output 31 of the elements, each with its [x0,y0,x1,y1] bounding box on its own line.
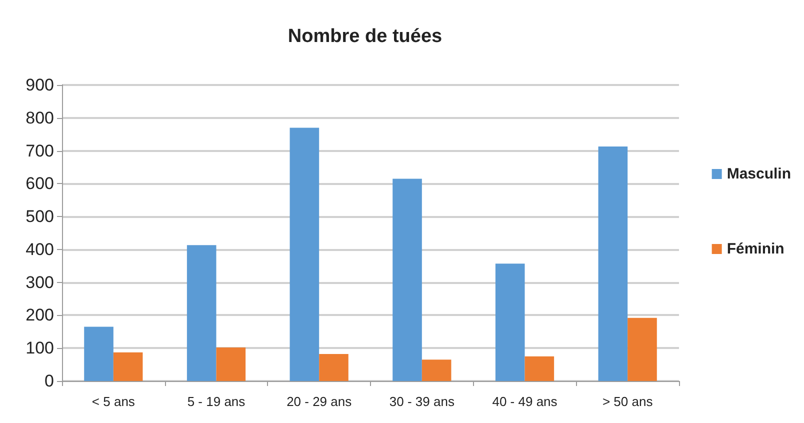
bar [598,146,628,381]
y-tick-label: 800 [26,108,54,128]
y-tick-label: 700 [26,141,54,160]
y-tick-label: 200 [26,306,54,325]
y-tick-label: 600 [26,174,54,194]
chart-title: Nombre de tuées [288,26,442,47]
bar [495,264,525,381]
x-tick-label: 5 - 19 ans [187,394,246,409]
x-tick-label: 30 - 39 ans [389,394,455,409]
bar [84,326,114,381]
y-tick-label: 300 [26,272,54,292]
bar [422,360,452,381]
bar [524,356,554,381]
x-tick-label: < 5 ans [92,394,136,409]
legend-label: Féminin [726,240,784,258]
y-tick-label: 500 [26,207,54,226]
x-tick-label: > 50 ans [602,394,654,409]
y-tick-label: 0 [44,372,54,390]
y-tick-label: 400 [26,240,54,259]
bar [290,128,320,381]
x-tick-label: 40 - 49 ans [492,394,558,409]
bar [216,347,246,381]
y-tick-label: 100 [26,338,54,358]
bar [392,178,422,381]
bar [628,318,657,381]
bar [113,352,143,381]
x-tick-label: 20 - 29 ans [286,394,352,409]
y-tick-label: 900 [26,76,54,94]
bar [186,245,216,381]
bar [319,354,348,381]
legend-label: Masculin [726,166,792,182]
